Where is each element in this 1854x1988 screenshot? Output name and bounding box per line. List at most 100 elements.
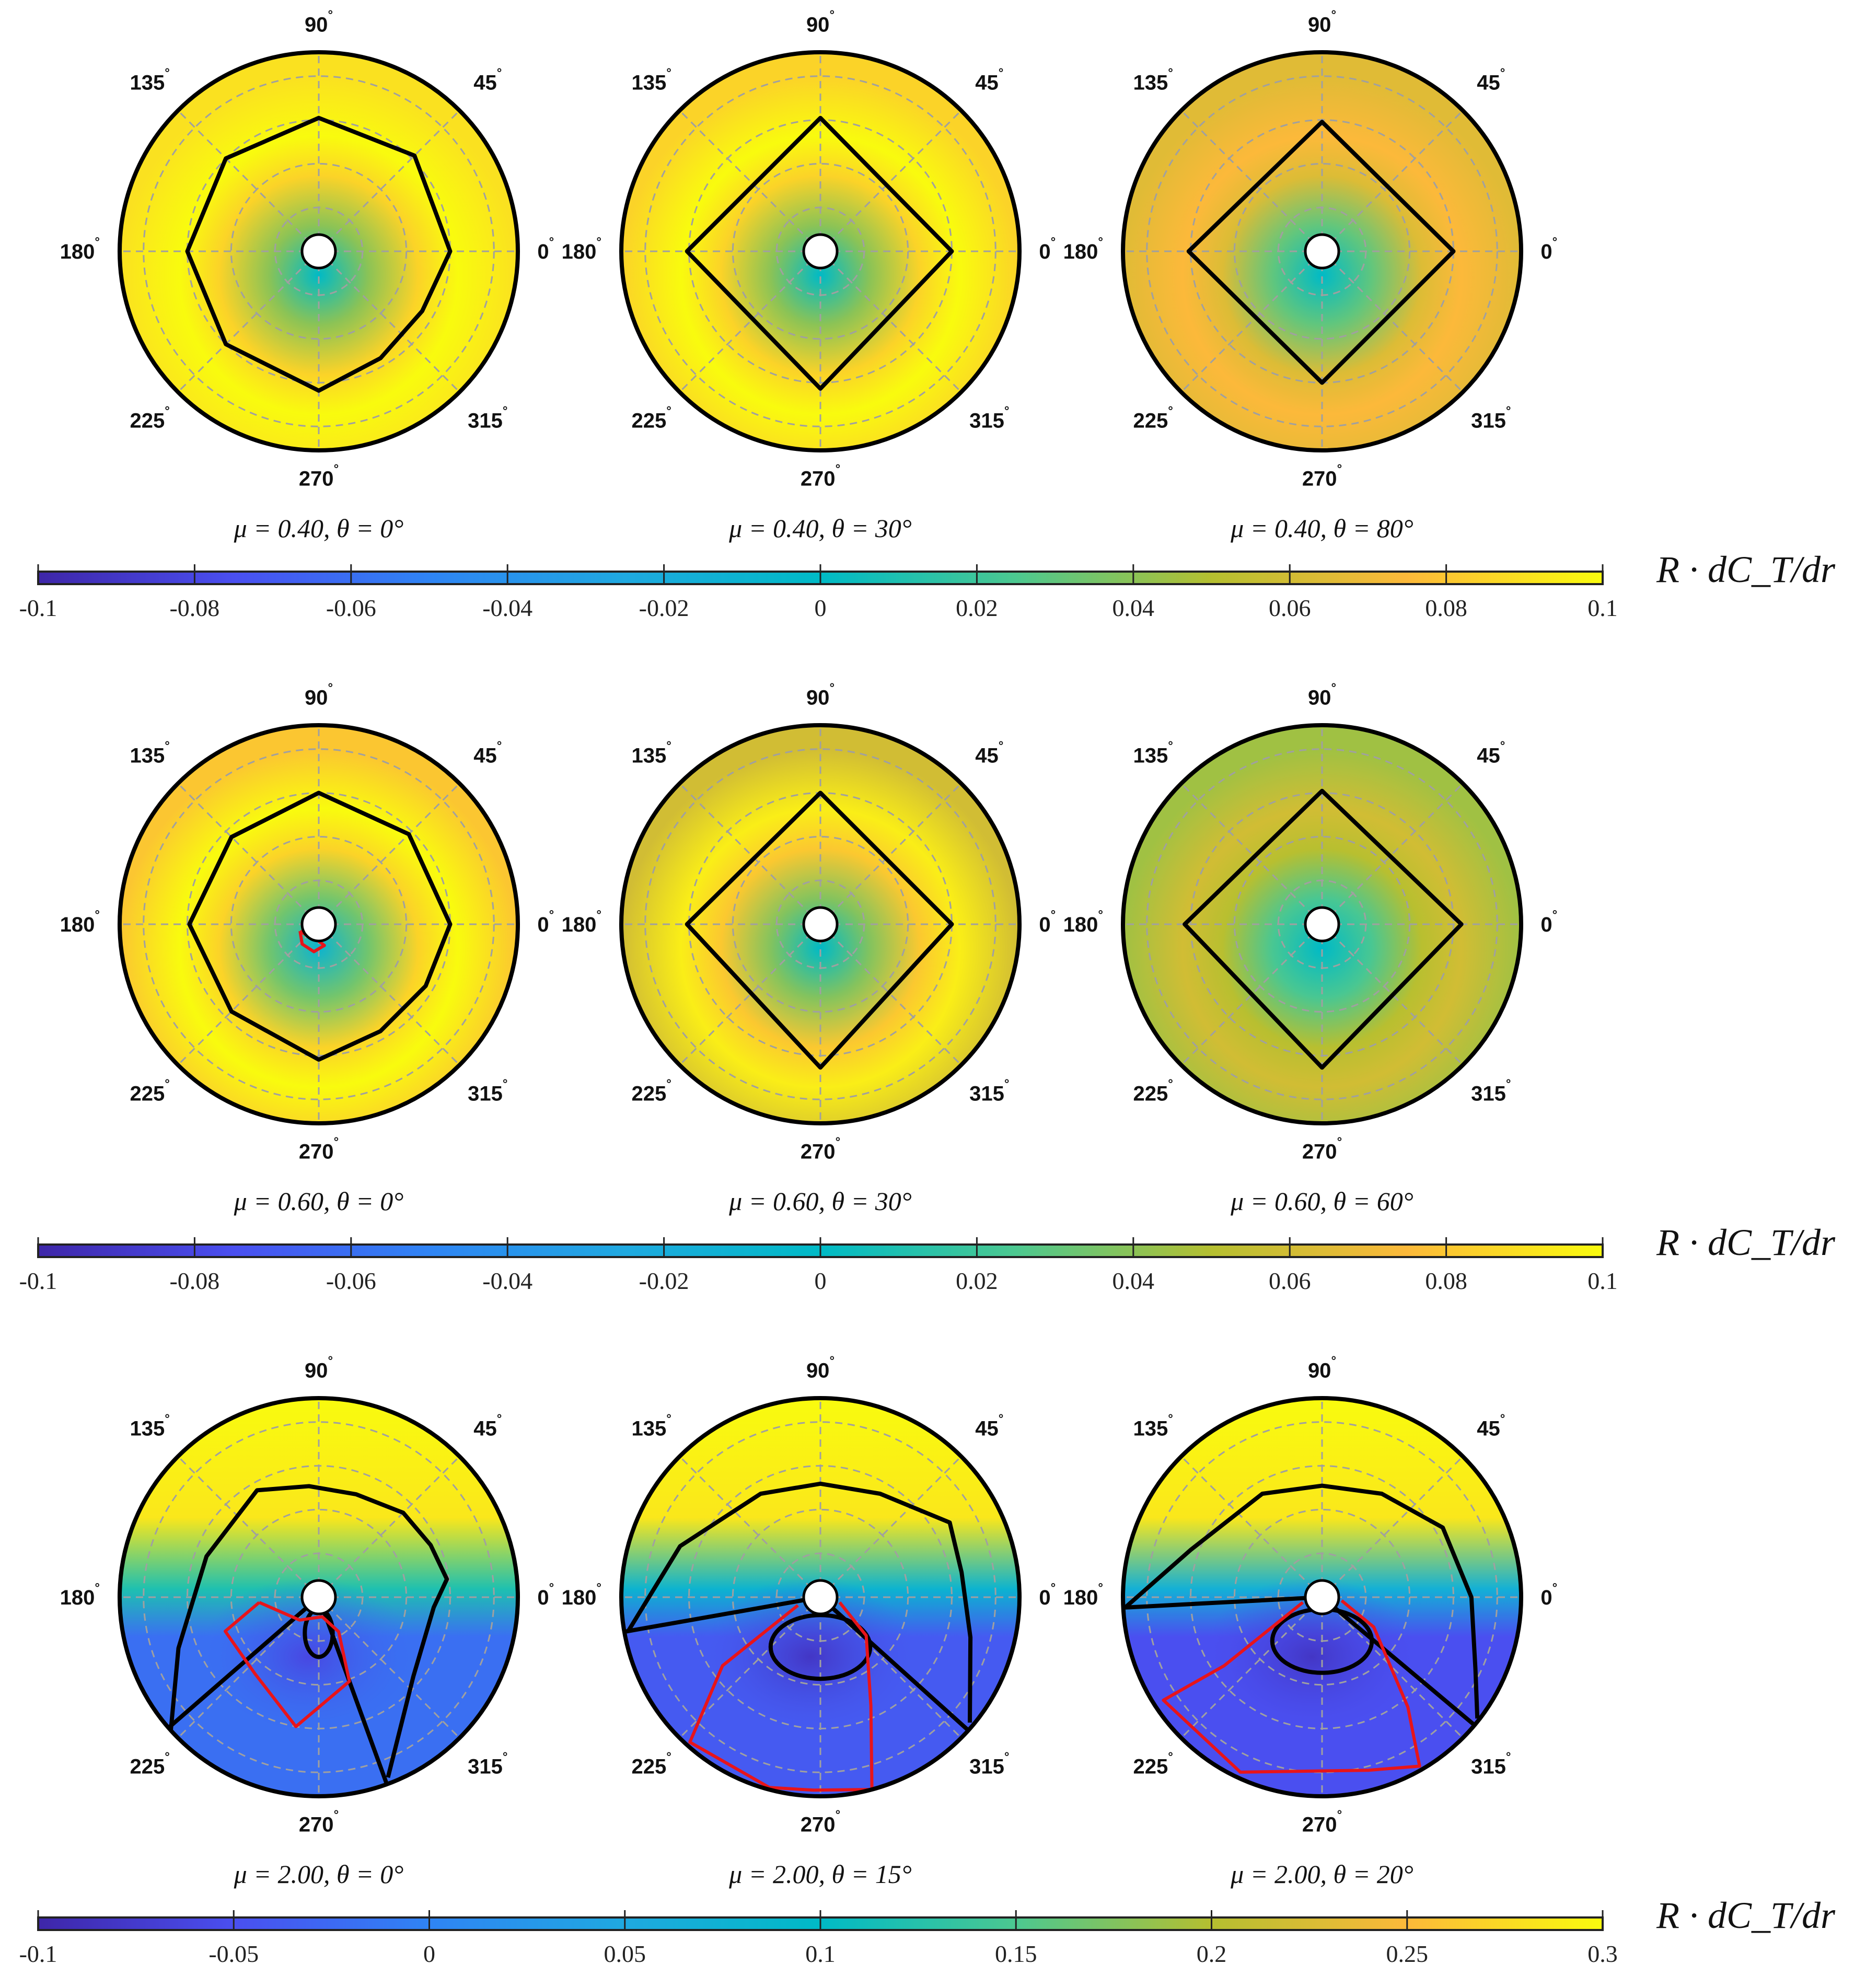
angle-tick-label: 270° — [801, 1135, 840, 1163]
polar-panel: 0° 45° 90° 135° 180° 225° 270° 315° — [60, 8, 554, 491]
grid-spoke — [819, 1456, 962, 1598]
colorbar-tick-label: 0.15 — [995, 1940, 1037, 1967]
angle-tick-label: 180° — [60, 908, 100, 936]
colorbar-tick-label: 0.08 — [1425, 1268, 1467, 1294]
angle-tick-label: 225° — [1133, 404, 1173, 432]
angle-tick-label: 315° — [1471, 1750, 1511, 1778]
polar-axis-border — [1121, 50, 1523, 452]
heatmap-minimum-region — [700, 1577, 920, 1737]
angle-tick-label: 315° — [969, 404, 1009, 432]
angle-tick-label: 45° — [1477, 66, 1505, 95]
red-contour — [224, 1601, 351, 1728]
grid-spoke — [819, 1596, 962, 1739]
grid-spoke — [318, 1456, 460, 1598]
polar-axis-border — [118, 1396, 520, 1798]
zero-contour-black — [626, 1481, 973, 1723]
angle-tick-label: 225° — [1133, 1750, 1173, 1778]
grid-spoke — [679, 1456, 821, 1598]
angle-tick-label: 180° — [562, 235, 601, 263]
angle-tick-label: 45° — [1477, 1412, 1505, 1440]
polar-panel: 0° 45° 90° 135° 180° 225° 270° 315° — [60, 1354, 554, 1836]
panel-title: μ = 0.40, θ = 0° — [234, 514, 404, 543]
colorbar-tick-label: -0.08 — [169, 595, 219, 621]
panel-title: μ = 2.00, θ = 15° — [728, 1859, 912, 1889]
grid-spoke — [177, 110, 320, 252]
polar-axis-border — [1121, 723, 1523, 1125]
grid-spoke — [318, 1596, 460, 1739]
colorbar-tick-label: 0 — [815, 1268, 827, 1294]
heatmap-minimum-region — [199, 1577, 418, 1737]
colorbar-tick-label: 0.08 — [1425, 595, 1467, 621]
polar-axis-border — [1121, 1396, 1523, 1798]
colorbar: -0.1 -0.05 0 0.05 0.1 0.15 0.2 0.25 0.3 R · dC_T/… — [19, 1894, 1836, 1967]
hub — [1304, 906, 1340, 943]
angle-tick-label: 90° — [806, 681, 835, 710]
grid-circle — [1233, 835, 1411, 1013]
grid-spoke — [679, 250, 821, 393]
angle-tick-label: 0° — [537, 1581, 554, 1609]
angle-tick-label: 135° — [632, 1412, 671, 1440]
angle-tick-label: 270° — [801, 462, 840, 490]
panel-title: μ = 0.60, θ = 30° — [728, 1187, 912, 1216]
panel-title: μ = 2.00, θ = 0° — [234, 1859, 404, 1889]
angle-tick-label: 0° — [1039, 908, 1056, 936]
grid-spoke — [1321, 110, 1464, 252]
angle-tick-label: 270° — [299, 1808, 339, 1836]
angle-tick-label: 90° — [305, 8, 333, 37]
colorbar-tick-label: 0.3 — [1588, 1940, 1618, 1967]
zero-contour-black — [168, 1484, 449, 1778]
angle-tick-label: 0° — [1540, 235, 1557, 263]
grid-spoke — [177, 1596, 320, 1739]
polar-panel: 0° 45° 90° 135° 180° 225° 270° 315° — [1063, 681, 1558, 1164]
grid-spoke — [679, 110, 821, 252]
angle-tick-label: 225° — [1133, 1077, 1173, 1105]
red-contour — [1162, 1599, 1421, 1774]
colorbar-tick-label: 0.06 — [1269, 1268, 1311, 1294]
colorbar-tick-label: 0.1 — [805, 1940, 836, 1967]
grid-spoke — [679, 783, 821, 925]
angle-tick-label: 315° — [468, 1750, 507, 1778]
angle-tick-label: 0° — [1540, 1581, 1557, 1609]
angle-tick-label: 135° — [1133, 66, 1173, 95]
angle-tick-label: 270° — [299, 1135, 339, 1163]
grid-circle — [644, 1421, 996, 1773]
angle-tick-label: 0° — [1039, 1581, 1056, 1609]
angle-tick-label: 90° — [806, 1354, 835, 1382]
grid-spoke — [177, 250, 320, 393]
grid-spoke — [318, 110, 460, 252]
grid-circle — [1146, 75, 1498, 427]
grid-spoke — [1180, 250, 1323, 393]
grid-spoke — [819, 923, 962, 1066]
grid-circle — [143, 75, 495, 427]
angle-tick-label: 90° — [1308, 681, 1336, 710]
colorbar-tick-label: -0.04 — [482, 1268, 532, 1294]
zero-contour-black — [685, 790, 954, 1070]
angle-tick-label: 0° — [537, 235, 554, 263]
wedge-line — [317, 1596, 388, 1783]
grid-circle — [644, 748, 996, 1100]
angle-tick-label: 45° — [975, 1412, 1003, 1440]
grid-circle — [230, 835, 408, 1013]
hub — [300, 1579, 337, 1615]
colorbar-label: R · dC_T/dr — [1656, 1222, 1836, 1263]
colorbar-tick-label: -0.1 — [19, 595, 57, 621]
angle-tick-label: 270° — [299, 462, 339, 490]
hub — [1304, 233, 1340, 270]
grid-circle — [1146, 748, 1498, 1100]
angle-tick-label: 90° — [1308, 8, 1336, 37]
grid-circle — [1146, 1421, 1498, 1773]
grid-spoke — [1321, 1456, 1464, 1598]
angle-tick-label: 315° — [468, 404, 507, 432]
colorbar-tick-label: -0.06 — [326, 1268, 376, 1294]
polar-axis-border — [118, 50, 520, 452]
grid-spoke — [1321, 250, 1464, 393]
angle-tick-label: 90° — [305, 681, 333, 710]
wedge-line — [1125, 1595, 1323, 1610]
zero-contour-black — [187, 790, 453, 1062]
colorbar-tick-label: 0.02 — [956, 1268, 998, 1294]
grid-spoke — [1180, 783, 1323, 925]
angle-tick-label: 315° — [468, 1077, 507, 1105]
angle-tick-label: 180° — [562, 1581, 601, 1609]
colorbar-tick-label: -0.1 — [19, 1940, 57, 1967]
